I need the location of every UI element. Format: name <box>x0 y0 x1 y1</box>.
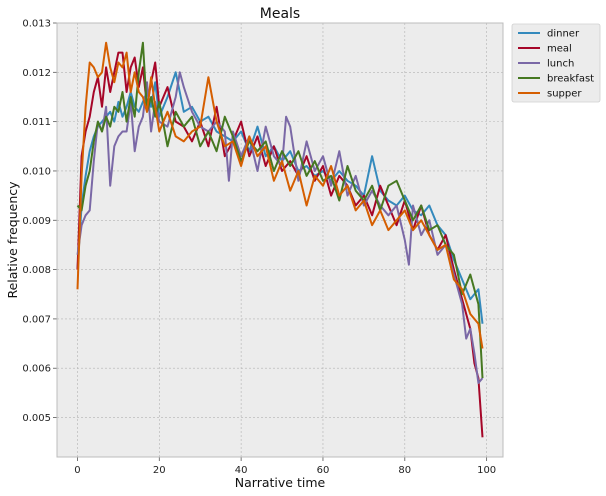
x-tick-label: 80 <box>398 465 411 476</box>
x-tick-label: 100 <box>477 465 496 476</box>
legend-label-lunch: lunch <box>547 59 574 70</box>
plot-background <box>57 23 503 457</box>
y-tick-label: 0.008 <box>22 265 51 276</box>
x-axis-ticks: 0 20 40 60 80 100 <box>74 457 496 476</box>
y-tick-label: 0.011 <box>22 117 51 128</box>
plot-frame <box>56 22 504 458</box>
y-tick-label: 0.013 <box>22 19 51 30</box>
x-tick-label: 60 <box>317 465 330 476</box>
chart-title: Meals <box>260 6 300 22</box>
y-tick-label: 0.005 <box>22 413 51 424</box>
y-axis-ticks: 0.005 0.006 0.007 0.008 0.009 0.010 0.011 0.012… <box>22 19 57 424</box>
x-tick-label: 0 <box>74 465 80 476</box>
series-layer <box>76 41 484 438</box>
y-tick-label: 0.006 <box>22 364 51 375</box>
series-line-dinner <box>76 71 484 324</box>
series-line-supper <box>76 41 484 349</box>
x-tick-label: 20 <box>153 465 166 476</box>
legend-label-supper: supper <box>547 89 582 100</box>
series-line-breakfast <box>76 41 484 379</box>
legend: dinner meal lunch breakfast supper <box>511 23 601 103</box>
y-tick-label: 0.009 <box>22 216 51 227</box>
x-tick-label: 40 <box>235 465 248 476</box>
legend-box <box>511 23 601 103</box>
y-tick-label: 0.012 <box>22 68 51 79</box>
legend-label-dinner: dinner <box>547 29 580 40</box>
y-tick-label: 0.007 <box>22 314 51 325</box>
legend-label-breakfast: breakfast <box>547 74 594 85</box>
legend-label-meal: meal <box>547 44 572 55</box>
y-tick-label: 0.010 <box>22 166 51 177</box>
y-axis-title: Relative frequency <box>5 181 20 299</box>
x-axis-title: Narrative time <box>235 475 326 490</box>
